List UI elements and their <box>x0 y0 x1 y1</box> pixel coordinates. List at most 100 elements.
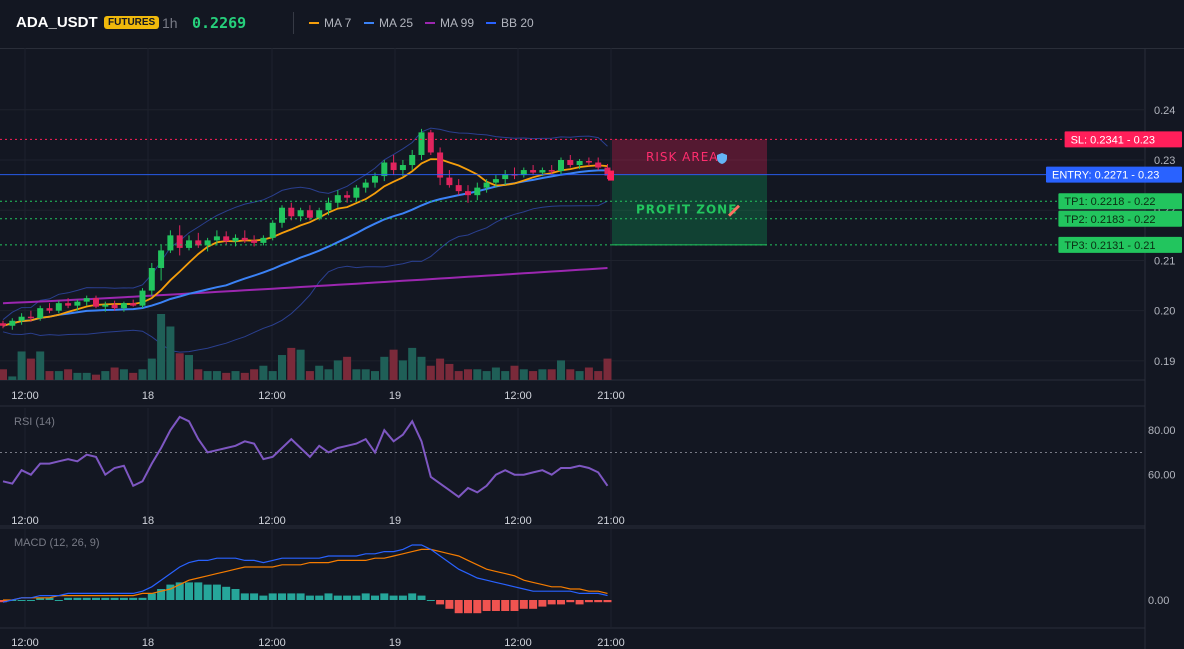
time-tick-label: 21:00 <box>597 390 625 402</box>
candle-body <box>334 195 341 203</box>
ma99-line <box>2 267 608 305</box>
rsi-tick-label: 80.00 <box>1148 425 1176 437</box>
legend-ma7-label: MA 7 <box>324 16 352 30</box>
candle-body <box>195 240 202 246</box>
sl-price-tag <box>1064 131 1182 148</box>
volume-bar <box>110 367 119 380</box>
volume-bar <box>17 351 26 380</box>
candle-body <box>502 174 509 180</box>
price-tick-label: 0.23 <box>1154 155 1175 167</box>
volume-bar <box>398 360 407 380</box>
volume-bar <box>436 358 445 380</box>
volume-bar <box>519 369 528 380</box>
candle-body <box>316 210 323 218</box>
volume-bar <box>482 371 491 380</box>
candle-body <box>251 240 258 243</box>
candle-body <box>223 236 230 242</box>
time-tick-label: 19 <box>389 637 401 649</box>
profit-zone <box>612 174 767 245</box>
candle-body <box>567 160 574 166</box>
candle-body <box>585 161 592 163</box>
volume-bar <box>333 360 342 380</box>
macd-histogram-bar <box>240 593 249 600</box>
rsi-tick-label: 60.00 <box>1148 470 1176 482</box>
volume-bar <box>315 365 324 380</box>
macd-histogram-bar <box>566 600 575 603</box>
macd-histogram-bar <box>343 595 352 600</box>
grid-lines <box>0 48 1146 649</box>
legend-bb20[interactable]: BB 20 <box>486 16 534 30</box>
volume-bar <box>26 358 35 380</box>
time-tick-label: 18 <box>142 515 154 527</box>
volume-bar <box>36 351 45 380</box>
macd-histogram-bar <box>315 595 324 600</box>
macd-histogram-bar <box>175 582 184 600</box>
macd-histogram-bar <box>547 600 556 605</box>
time-tick-label: 19 <box>389 515 401 527</box>
candle-body <box>186 240 192 248</box>
rsi-title: RSI (14) <box>14 416 55 428</box>
ma99-swatch <box>425 21 435 24</box>
candle-body <box>139 290 146 306</box>
macd-histogram-bar <box>54 600 63 601</box>
candle-body <box>176 235 183 248</box>
macd-histogram-bar <box>157 589 166 600</box>
last-price-marker <box>608 170 614 181</box>
legend-ma99[interactable]: MA 99 <box>425 16 474 30</box>
risk-area <box>612 139 767 175</box>
volume-bar <box>231 371 240 380</box>
macd-histogram-bar <box>333 595 342 600</box>
candle-body <box>9 320 16 326</box>
macd-histogram-bar <box>361 593 370 600</box>
volume-bar <box>138 369 147 380</box>
volume-bar <box>594 371 603 380</box>
time-tick-label: 21:00 <box>597 637 625 649</box>
tp2-price-label: TP2: 0.2183 - 0.22 <box>1064 214 1155 226</box>
candle-body <box>37 308 44 319</box>
volume-bar <box>147 358 156 380</box>
volume-bar <box>268 371 277 380</box>
volume-bar <box>408 347 417 380</box>
timeframe-label[interactable]: 1h <box>162 15 178 31</box>
macd-signal-line <box>3 548 608 601</box>
bb20-swatch <box>486 21 496 24</box>
candle-body <box>83 298 90 302</box>
time-tick-label: 21:00 <box>597 515 625 527</box>
chart-header: ADA_USDT FUTURES 1h 0.2269 MA 7 MA 25 MA… <box>0 0 1184 49</box>
ma7-line <box>2 158 608 327</box>
volume-bar <box>352 369 361 380</box>
macd-histogram-bar <box>110 597 119 600</box>
candle-body <box>344 195 351 198</box>
macd-histogram-bar <box>36 597 45 600</box>
entry-price-tag <box>1046 166 1182 183</box>
candle-body <box>130 303 137 306</box>
candle-body <box>46 308 53 311</box>
symbol-name[interactable]: ADA_USDT <box>16 14 98 31</box>
volume-bar <box>566 369 575 380</box>
volume-bar <box>222 372 231 380</box>
candle-body <box>325 202 332 211</box>
tp3-price-tag <box>1058 236 1182 253</box>
macd-histogram-bar <box>296 593 305 600</box>
volume-bar <box>473 369 482 380</box>
macd-histogram-bar <box>92 597 100 600</box>
macd-histogram-bar <box>278 593 286 600</box>
macd-histogram-bar <box>166 584 175 600</box>
volume-bar <box>92 374 100 380</box>
price-tick-label: 0.19 <box>1154 356 1175 368</box>
bb-upper-line <box>2 127 608 321</box>
macd-histogram-bar <box>594 600 603 603</box>
macd-histogram-bar <box>519 600 528 609</box>
candle-body <box>269 222 276 238</box>
legend-ma25[interactable]: MA 25 <box>364 16 413 30</box>
volume-bar <box>287 347 296 380</box>
volume-bar <box>501 371 510 380</box>
rocket-icon <box>728 204 740 217</box>
macd-histogram-bar <box>408 593 417 600</box>
macd-histogram-bar <box>482 600 491 611</box>
macd-histogram-bar <box>389 595 398 600</box>
candle-body <box>167 235 174 251</box>
ma25-swatch <box>364 21 374 24</box>
legend-ma7[interactable]: MA 7 <box>309 16 351 30</box>
